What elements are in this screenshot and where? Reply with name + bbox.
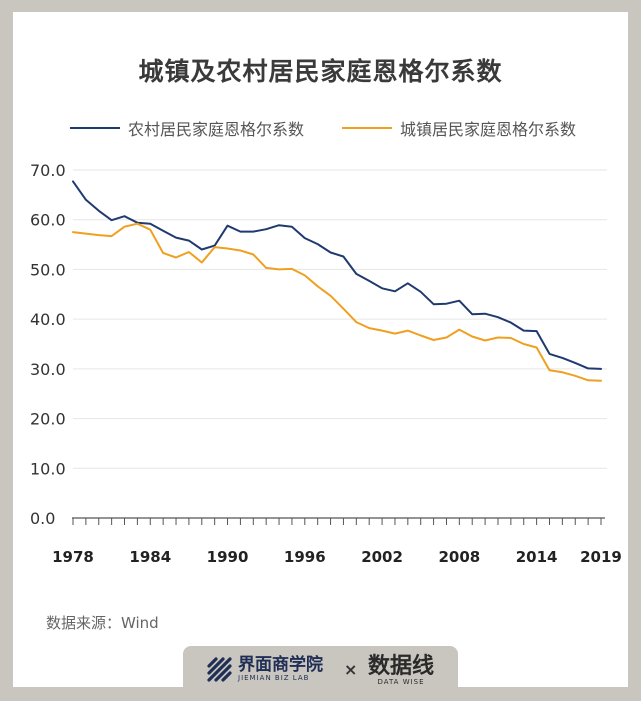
legend-item-urban: 城镇居民家庭恩格尔系数	[342, 116, 576, 140]
x-tick-label: 2014	[516, 548, 558, 566]
brand1-subtitle: JIEMIAN BIZ LAB	[238, 674, 310, 682]
y-tick-label: 50.0	[30, 260, 66, 279]
legend-item-rural: 农村居民家庭恩格尔系数	[70, 116, 304, 140]
legend-swatch-rural	[70, 127, 120, 129]
y-tick-label: 60.0	[30, 211, 66, 230]
y-tick-label: 10.0	[30, 459, 66, 478]
axes: 0.0 10.0 20.0 30.0 40.0 50.0 60.0 70.0 1978 1984 1…	[30, 161, 622, 566]
x-tick-label: 1996	[284, 548, 326, 566]
series-line-rural	[72, 180, 602, 370]
grid-lines	[73, 169, 607, 469]
times-symbol: ×	[344, 660, 358, 679]
x-tick-label: 2019	[580, 548, 622, 566]
series-lines	[72, 180, 602, 382]
x-tick-label: 1984	[129, 548, 171, 566]
legend-label-urban: 城镇居民家庭恩格尔系数	[400, 120, 577, 139]
brand2-name: 数据线	[368, 653, 435, 679]
y-tick-label: 70.0	[30, 161, 66, 180]
brand-datawise: 数据线 DATA WISE	[368, 654, 434, 686]
data-source: 数据来源：Wind	[46, 614, 159, 632]
chart-card	[13, 12, 628, 687]
x-tick-label: 1978	[52, 548, 94, 566]
chart-title: 城镇及农村居民家庭恩格尔系数	[138, 57, 503, 86]
y-tick-label: 30.0	[30, 360, 66, 379]
legend-label-rural: 农村居民家庭恩格尔系数	[128, 120, 305, 139]
x-tick-label: 2002	[361, 548, 403, 566]
y-tick-label: 40.0	[30, 310, 66, 329]
brand-jiemian: 界面商学院 JIEMIAN BIZ LAB	[206, 656, 323, 682]
x-tick-label: 1990	[207, 548, 249, 566]
series-line-urban	[72, 222, 602, 382]
brand1-name: 界面商学院	[238, 655, 323, 675]
brand2-subtitle: DATA WISE	[377, 678, 425, 686]
y-tick-label: 0.0	[30, 509, 55, 528]
x-tick-label: 2008	[438, 548, 480, 566]
jiemian-logo-icon	[207, 657, 232, 682]
legend-swatch-urban	[342, 127, 392, 129]
y-tick-label: 20.0	[30, 410, 66, 429]
